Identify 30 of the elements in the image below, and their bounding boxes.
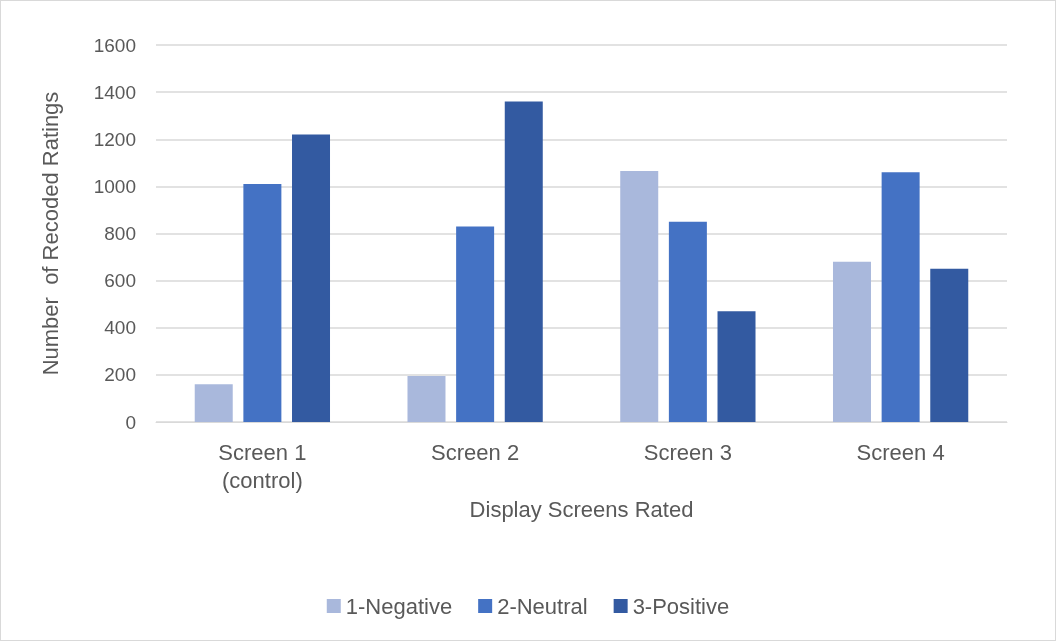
x-tick-label: Screen 3 [643, 439, 732, 465]
x-tick-label: Screen 4 [856, 439, 945, 465]
y-tick-label: 0 [125, 411, 136, 433]
y-tick-label: 200 [104, 364, 136, 386]
y-tick-label: 1600 [93, 34, 136, 56]
legend-label: 2-Neutral [497, 593, 588, 619]
legend-label: 1-Negative [345, 593, 453, 619]
y-tick-label: 1400 [93, 81, 136, 103]
legend-label: 3-Positive [632, 593, 730, 619]
y-tick-label: 800 [104, 223, 136, 244]
y-tick-label: 400 [104, 317, 136, 339]
bar [930, 268, 969, 422]
bar [243, 184, 282, 422]
bar [620, 171, 659, 422]
bar [456, 226, 495, 422]
x-axis-title: Display Screens Rated [469, 497, 694, 523]
y-tick-label: 600 [104, 270, 136, 292]
bar [407, 376, 446, 422]
x-tick-label: Screen 2 [431, 439, 520, 465]
bar [717, 311, 756, 422]
y-axis-title: Number of Recoded Ratings [37, 91, 63, 376]
bar [292, 134, 331, 422]
bar [194, 384, 233, 422]
bar [881, 172, 920, 422]
bar [832, 261, 871, 422]
bar [668, 221, 707, 422]
bar [504, 101, 543, 422]
y-tick-label: 1000 [93, 175, 136, 197]
y-tick-label: 1200 [93, 128, 136, 150]
x-tick-label: Screen 1 (control) [218, 439, 307, 493]
